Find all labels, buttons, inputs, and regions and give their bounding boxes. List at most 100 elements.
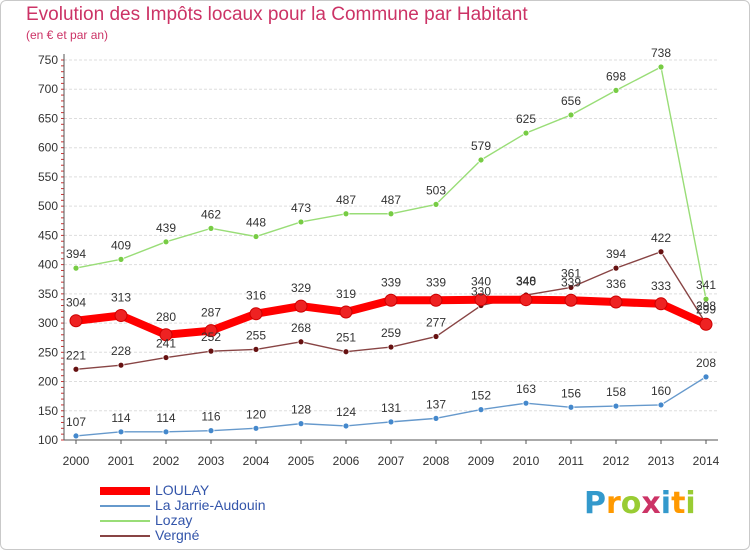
x-tick-label: 2001: [108, 454, 135, 468]
y-tick-label: 300: [38, 316, 58, 330]
data-point: [567, 284, 575, 291]
data-point: [252, 424, 260, 432]
data-label: 114: [111, 411, 130, 425]
data-point: [699, 317, 713, 331]
y-tick-label: 500: [38, 199, 58, 213]
axes: [61, 54, 718, 444]
data-label: 152: [471, 389, 491, 403]
data-label: 579: [471, 139, 491, 153]
legend-label: LOULAY: [155, 482, 210, 498]
data-label: 625: [516, 112, 536, 126]
data-label: 228: [111, 344, 131, 358]
data-point: [432, 414, 440, 422]
data-labels: 304 313 280 287 316 329 319 339 339 340 340 339 336 3…: [66, 46, 716, 429]
data-label: 299: [696, 303, 716, 317]
y-tick-labels: 100 150 200 250 300 350 400 450 500 550 600 650 700 7…: [38, 53, 58, 447]
data-label: 340: [471, 275, 491, 289]
series-lines: [69, 63, 713, 440]
data-label: 503: [426, 183, 446, 197]
legend-swatch: [100, 520, 150, 522]
data-label: 208: [696, 356, 716, 370]
data-label: 656: [561, 94, 581, 108]
data-point: [204, 324, 218, 338]
y-tick-label: 100: [38, 433, 58, 447]
legend-swatch: [100, 505, 150, 507]
data-label: 361: [561, 266, 581, 280]
data-point: [72, 432, 80, 440]
data-label: 394: [606, 247, 626, 261]
data-point: [564, 293, 578, 307]
data-point: [384, 293, 398, 307]
data-label: 394: [66, 247, 86, 261]
data-label: 409: [111, 238, 131, 252]
x-tick-label: 2006: [333, 454, 360, 468]
data-point: [297, 420, 305, 428]
x-tick-label: 2000: [63, 454, 90, 468]
data-point: [657, 248, 665, 256]
data-label: 277: [426, 316, 446, 330]
data-point: [72, 365, 80, 373]
data-point: [612, 402, 620, 410]
data-point: [207, 347, 215, 355]
data-label: 339: [381, 275, 401, 289]
data-label: 348: [516, 274, 536, 288]
data-point: [657, 401, 665, 409]
data-label: 340: [516, 275, 536, 289]
data-point: [609, 295, 623, 309]
data-point: [249, 307, 263, 321]
data-point: [387, 343, 395, 351]
data-point: [207, 427, 215, 435]
data-label: 163: [516, 382, 536, 396]
x-tick-label: 2003: [198, 454, 225, 468]
data-point: [342, 422, 350, 430]
data-point: [162, 354, 170, 361]
data-label: 339: [426, 275, 446, 289]
logo-letter: x: [641, 486, 661, 521]
data-point: [657, 63, 665, 71]
data-label: 448: [246, 216, 266, 230]
data-label: 329: [291, 281, 311, 295]
data-label: 487: [381, 193, 401, 207]
data-label: 255: [246, 328, 266, 342]
data-label: 251: [336, 331, 356, 345]
data-label: 336: [606, 277, 626, 291]
data-point: [117, 255, 125, 263]
y-tick-label: 450: [38, 228, 58, 242]
data-label: 259: [381, 326, 401, 340]
data-label: 333: [651, 279, 671, 293]
data-point: [654, 297, 668, 311]
logo-letter: i: [685, 486, 696, 521]
data-label: 462: [201, 207, 221, 221]
data-label: 316: [246, 289, 266, 303]
data-point: [432, 200, 440, 208]
x-tick-label: 2005: [288, 454, 315, 468]
y-tick-label: 200: [38, 375, 58, 389]
x-tick-label: 2010: [513, 454, 540, 468]
data-point: [702, 373, 710, 381]
data-point: [294, 299, 308, 313]
logo-letter: r: [606, 486, 621, 521]
x-tick-label: 2011: [558, 454, 584, 468]
data-label: 330: [471, 285, 491, 299]
data-label: 156: [561, 386, 581, 400]
x-tick-label: 2014: [693, 454, 720, 468]
data-point: [387, 210, 395, 218]
chart-title: Evolution des Impôts locaux pour la Comm…: [26, 4, 528, 25]
y-tick-label: 750: [38, 53, 58, 67]
y-tick-label: 350: [38, 287, 58, 301]
y-tick-label: 250: [38, 345, 58, 359]
legend-label: Lozay: [155, 512, 193, 528]
data-point: [567, 403, 575, 411]
data-point: [72, 264, 80, 272]
y-tick-label: 700: [38, 82, 58, 96]
x-tick-label: 2012: [603, 454, 630, 468]
data-point: [519, 293, 533, 307]
legend-label: Vergné: [155, 527, 200, 543]
data-label: 107: [66, 415, 86, 429]
data-label: 422: [651, 231, 671, 245]
data-label: 137: [426, 397, 446, 411]
data-label: 280: [156, 310, 176, 324]
data-point: [297, 218, 305, 226]
